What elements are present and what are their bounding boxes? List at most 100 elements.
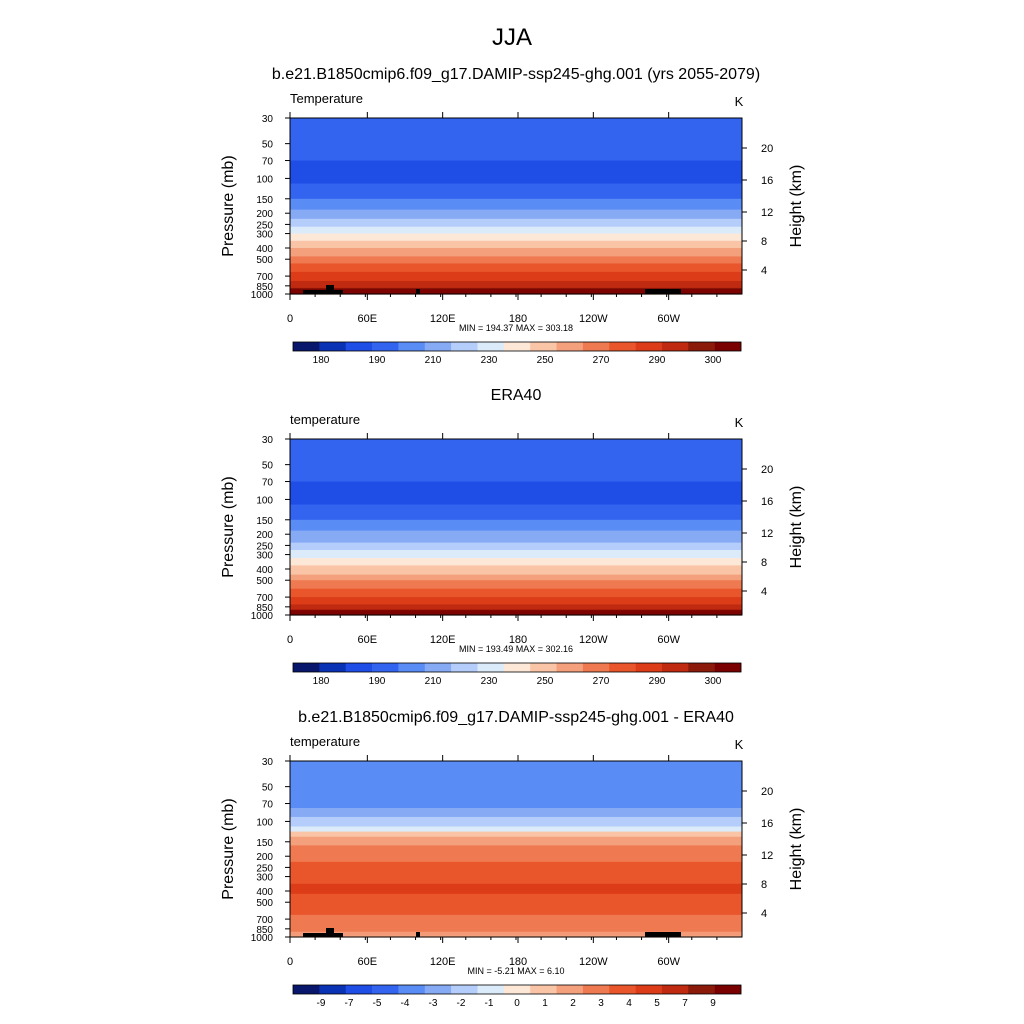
height-tick-label: 8 xyxy=(761,236,767,248)
field-band xyxy=(290,206,742,211)
y-axis-title: Pressure (mb) xyxy=(220,476,237,577)
field-band xyxy=(290,280,742,285)
field-band xyxy=(290,547,742,551)
field-band xyxy=(290,896,742,901)
field-band xyxy=(290,124,742,132)
temperature-field xyxy=(290,439,742,616)
x-tick-label: 120E xyxy=(430,313,456,325)
x-tick-label: 60E xyxy=(358,634,378,646)
colorbar-swatch xyxy=(635,342,663,351)
colorbar-label: 210 xyxy=(425,355,442,366)
field-band xyxy=(290,816,742,823)
field-band xyxy=(290,767,742,775)
field-band xyxy=(290,183,742,190)
pressure-tick-label: 30 xyxy=(262,114,274,125)
field-band xyxy=(290,231,742,235)
colorbar-label: 270 xyxy=(593,676,610,687)
field-band xyxy=(290,554,742,559)
colorbar-swatch xyxy=(635,985,663,994)
colorbar-swatch xyxy=(477,985,505,994)
colorbar-label: 180 xyxy=(313,676,330,687)
colorbar-swatch xyxy=(688,663,715,672)
pressure-tick-label: 1000 xyxy=(251,933,274,944)
field-band xyxy=(290,577,742,581)
y-axis-title: Pressure (mb) xyxy=(220,798,237,899)
y2-axis-title: Height (km) xyxy=(788,165,805,248)
topography-block xyxy=(645,289,681,294)
colorbar-frame xyxy=(292,662,742,673)
field-band xyxy=(290,852,742,857)
field-band xyxy=(290,780,742,788)
pressure-tick-label: 500 xyxy=(256,898,273,909)
colorbar-swatch xyxy=(477,663,505,672)
field-band xyxy=(290,773,742,781)
variable-label: temperature xyxy=(290,412,360,427)
colorbar-swatch xyxy=(635,663,663,672)
colorbar-swatch xyxy=(319,985,347,994)
field-band xyxy=(290,173,742,180)
field-band xyxy=(290,464,742,470)
colorbar-swatch xyxy=(372,342,399,351)
field-band xyxy=(290,216,742,220)
field-band xyxy=(290,584,742,590)
field-band xyxy=(290,519,742,524)
colorbar-label: 3 xyxy=(598,998,604,1009)
pressure-tick-label: 30 xyxy=(262,757,274,768)
pressure-tick-label: 400 xyxy=(256,887,273,898)
pressure-tick-label: 200 xyxy=(256,209,273,220)
field-band xyxy=(290,165,742,171)
field-band xyxy=(290,861,742,866)
colorbar-label: -2 xyxy=(457,998,466,1009)
height-tick-label: 12 xyxy=(761,207,773,219)
field-band xyxy=(290,202,742,207)
colorbar-swatch xyxy=(424,985,452,994)
topography-block xyxy=(416,289,420,294)
panel-title: b.e21.B1850cmip6.f09_g17.DAMIP-ssp245-gh… xyxy=(272,66,760,83)
colorbar-swatch xyxy=(424,663,452,672)
colorbar-swatch xyxy=(530,342,557,351)
pressure-tick-label: 200 xyxy=(256,530,273,541)
colorbar-label: 0 xyxy=(514,998,520,1009)
field-band xyxy=(290,209,742,214)
min-max-stats: MIN = 193.49 MAX = 302.16 xyxy=(459,644,573,654)
field-band xyxy=(290,558,742,563)
pressure-tick-label: 100 xyxy=(256,174,273,185)
colorbar-label: 5 xyxy=(654,998,660,1009)
colorbar-swatch xyxy=(661,342,689,351)
field-band xyxy=(290,198,742,203)
colorbar-swatch xyxy=(556,342,584,351)
pressure-tick-label: 150 xyxy=(256,195,273,206)
field-band xyxy=(290,468,742,474)
field-band xyxy=(290,597,742,601)
pressure-tick-label: 700 xyxy=(256,915,273,926)
pressure-tick-label: 200 xyxy=(256,852,273,863)
field-band xyxy=(290,218,742,223)
field-band xyxy=(290,845,742,850)
field-band xyxy=(290,761,742,769)
field-band xyxy=(290,799,742,805)
field-band xyxy=(290,539,742,544)
pressure-tick-label: 70 xyxy=(262,157,274,168)
colorbar-label: 190 xyxy=(369,355,386,366)
x-tick-label: 120E xyxy=(430,956,456,968)
field-band xyxy=(290,549,742,553)
pressure-tick-label: 70 xyxy=(262,478,274,489)
pressure-tick-label: 500 xyxy=(256,255,273,266)
x-tick-label: 0 xyxy=(287,313,293,325)
temperature-field xyxy=(290,761,742,938)
field-band xyxy=(290,923,742,928)
field-band xyxy=(290,841,742,846)
field-band xyxy=(290,902,742,908)
field-band xyxy=(290,481,742,487)
x-tick-label: 60E xyxy=(358,313,378,325)
colorbar-swatch xyxy=(319,342,347,351)
field-band xyxy=(290,486,742,492)
field-band xyxy=(290,237,742,242)
field-band xyxy=(290,271,742,277)
colorbar-swatch xyxy=(372,985,399,994)
x-tick-label: 180 xyxy=(509,313,527,325)
field-band xyxy=(290,826,742,833)
height-tick-label: 20 xyxy=(761,143,773,155)
x-tick-label: 60W xyxy=(657,313,680,325)
y-axis-title: Pressure (mb) xyxy=(220,155,237,256)
